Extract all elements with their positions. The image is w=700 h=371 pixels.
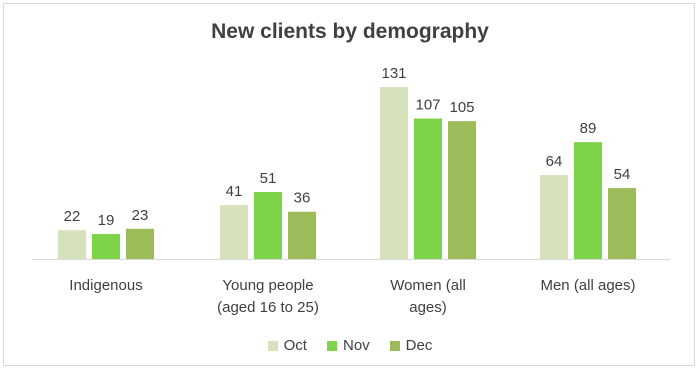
category-label: Men (all ages) [540,277,635,294]
data-label: 105 [449,99,474,116]
bar-oct-3 [540,174,568,259]
bar-nov-0 [92,234,120,259]
category-label: ages) [409,299,447,316]
legend-label: Oct [283,337,307,354]
legend-swatch [389,340,400,351]
category-label: Indigenous [69,277,142,294]
legend-swatch [326,340,337,351]
legend-item-oct: Oct [267,337,307,354]
bar-nov-2 [414,118,442,260]
bar-oct-1 [220,205,248,259]
bar-dec-1 [288,211,316,259]
data-label: 36 [294,190,311,207]
bar-oct-2 [380,87,408,259]
bar-dec-2 [448,121,476,259]
data-label: 64 [546,153,563,170]
bar-dec-0 [126,228,154,259]
data-label: 23 [132,207,149,224]
chart-title: New clients by demography [211,20,489,43]
chart-frame: New clients by demography 22 41 131 64 19 51 1… [3,3,695,366]
legend: Oct Nov Dec [4,337,696,354]
legend-item-nov: Nov [326,337,370,354]
data-label: 54 [614,166,631,183]
data-label: 22 [64,208,81,225]
data-label: 41 [226,183,243,200]
data-label: 51 [260,170,277,187]
legend-label: Dec [405,337,433,354]
bar-nov-1 [254,192,282,259]
legend-label: Nov [342,337,370,354]
legend-item-dec: Dec [389,337,433,354]
category-label: Young people [222,277,313,294]
data-label: 131 [381,65,406,82]
category-label: Women (all [390,277,466,294]
data-label: 89 [580,120,597,137]
bar-oct-0 [58,230,86,259]
bar-chart: 22 41 131 64 19 51 107 89 23 36 105 54 Indigenous You… [32,65,670,316]
bar-dec-3 [608,188,636,259]
legend-swatch [267,340,278,351]
data-label: 107 [415,97,440,114]
category-label: (aged 16 to 25) [217,299,319,316]
data-label: 19 [98,212,115,229]
bar-nov-3 [574,142,602,259]
